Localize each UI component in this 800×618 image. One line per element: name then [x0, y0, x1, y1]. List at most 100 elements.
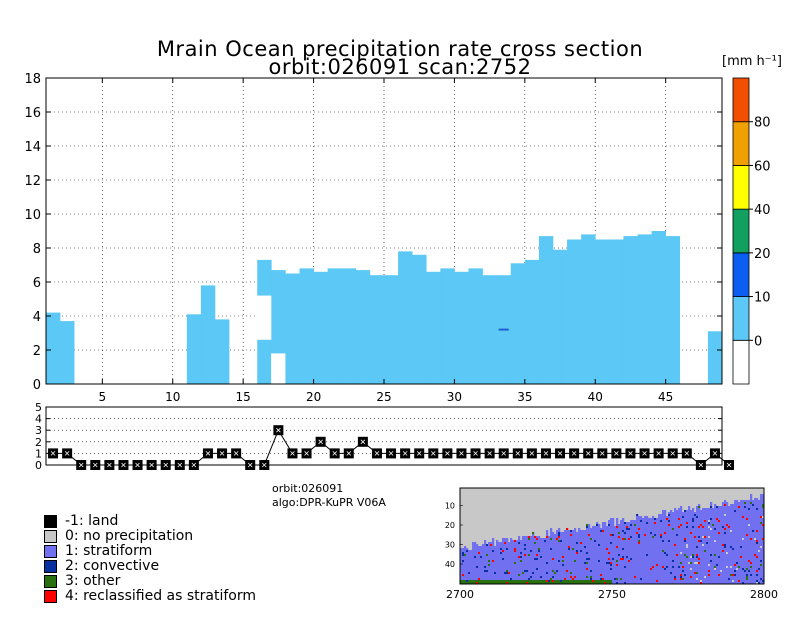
map-pixel	[658, 564, 661, 567]
map-pixel	[748, 548, 751, 551]
map-pixel	[478, 562, 481, 565]
map-pixel	[660, 582, 663, 585]
precip-column	[369, 275, 385, 384]
map-pixel	[466, 570, 469, 573]
map-pixel	[674, 508, 677, 511]
map-pixel	[670, 550, 673, 553]
map-pixel	[634, 562, 637, 565]
map-pixel	[632, 532, 635, 535]
map-pixel	[750, 530, 753, 533]
map-pixel	[626, 580, 629, 583]
map-pixel	[758, 508, 761, 511]
map-pixel	[622, 558, 625, 561]
map-pixel	[594, 576, 597, 579]
map-pixel	[582, 558, 585, 561]
map-pixel	[566, 570, 569, 573]
map-pixel	[544, 576, 547, 579]
map-pixel	[640, 528, 643, 531]
map-pixel	[560, 582, 563, 585]
map-pixel	[746, 564, 749, 567]
map-pixel	[526, 562, 529, 565]
map-pixel	[658, 566, 661, 569]
map-pixel	[710, 532, 713, 535]
map-pixel	[526, 542, 529, 545]
map-pixel	[576, 540, 579, 543]
map-pixel	[624, 560, 627, 563]
map-pixel	[722, 540, 725, 543]
map-pixel	[606, 570, 609, 573]
map-pixel	[472, 580, 475, 583]
map-pixel	[668, 580, 671, 583]
map-pixel	[630, 564, 633, 567]
map-pixel	[746, 528, 749, 531]
map-pixel	[758, 564, 761, 567]
map-pixel	[738, 570, 741, 573]
map-pixel	[602, 548, 605, 551]
map-pixel	[678, 564, 681, 567]
map-pixel	[542, 554, 545, 557]
map-pixel	[496, 574, 499, 577]
map-pixel	[614, 540, 617, 543]
map-pixel	[580, 568, 583, 571]
map-pixel	[654, 550, 657, 553]
map-pixel	[696, 508, 699, 511]
map-pixel	[690, 524, 693, 527]
map-pixel	[652, 536, 655, 539]
map-pixel	[636, 526, 639, 529]
map-pixel	[678, 528, 681, 531]
map-pixel	[714, 510, 717, 513]
map-pixel	[616, 548, 619, 551]
map-pixel	[630, 550, 633, 553]
map-pixel	[482, 558, 485, 561]
map-pixel	[590, 542, 593, 545]
map-pixel	[688, 580, 691, 583]
map-pixel	[522, 550, 525, 553]
map-pixel	[674, 564, 677, 567]
map-pixel	[758, 558, 761, 561]
map-pixel	[664, 582, 667, 585]
map-pixel	[594, 574, 597, 577]
map-pixel	[714, 570, 717, 573]
map-pixel	[572, 550, 575, 553]
map-pixel	[656, 526, 659, 529]
map-pixel	[756, 516, 759, 519]
map-pixel	[708, 518, 711, 521]
map-pixel	[560, 538, 563, 541]
map-pixel	[512, 558, 515, 561]
map-pixel	[494, 582, 497, 585]
map-pixel	[706, 536, 709, 539]
map-pixel	[586, 536, 589, 539]
map-pixel	[532, 578, 535, 581]
map-pixel	[698, 544, 701, 547]
map-pixel	[518, 576, 521, 579]
map-pixel	[478, 576, 481, 579]
map-pixel	[716, 522, 719, 525]
map-pixel	[468, 550, 471, 553]
map-pixel	[712, 518, 715, 521]
map-pixel	[762, 530, 765, 533]
map-pixel	[560, 532, 563, 535]
map-pixel	[566, 560, 569, 563]
map-pixel	[634, 556, 637, 559]
map-pixel	[566, 542, 569, 545]
map-pixel	[628, 538, 631, 541]
map-pixel	[622, 538, 625, 541]
map-pixel	[520, 558, 523, 561]
map-pixel	[476, 548, 479, 551]
map-pixel	[598, 536, 601, 539]
map-pixel	[692, 562, 695, 565]
map-pixel	[746, 502, 749, 505]
map-pixel	[472, 542, 475, 545]
map-pixel	[632, 570, 635, 573]
map-pixel	[732, 574, 735, 577]
map-pixel	[530, 580, 533, 583]
map-pixel	[660, 526, 663, 529]
map-pixel	[684, 578, 687, 581]
map-pixel	[742, 542, 745, 545]
map-pixel	[590, 548, 593, 551]
map-pixel	[534, 544, 537, 547]
map-pixel	[524, 546, 527, 549]
map-pixel	[754, 556, 757, 559]
map-pixel	[706, 510, 709, 513]
map-pixel	[632, 572, 635, 575]
